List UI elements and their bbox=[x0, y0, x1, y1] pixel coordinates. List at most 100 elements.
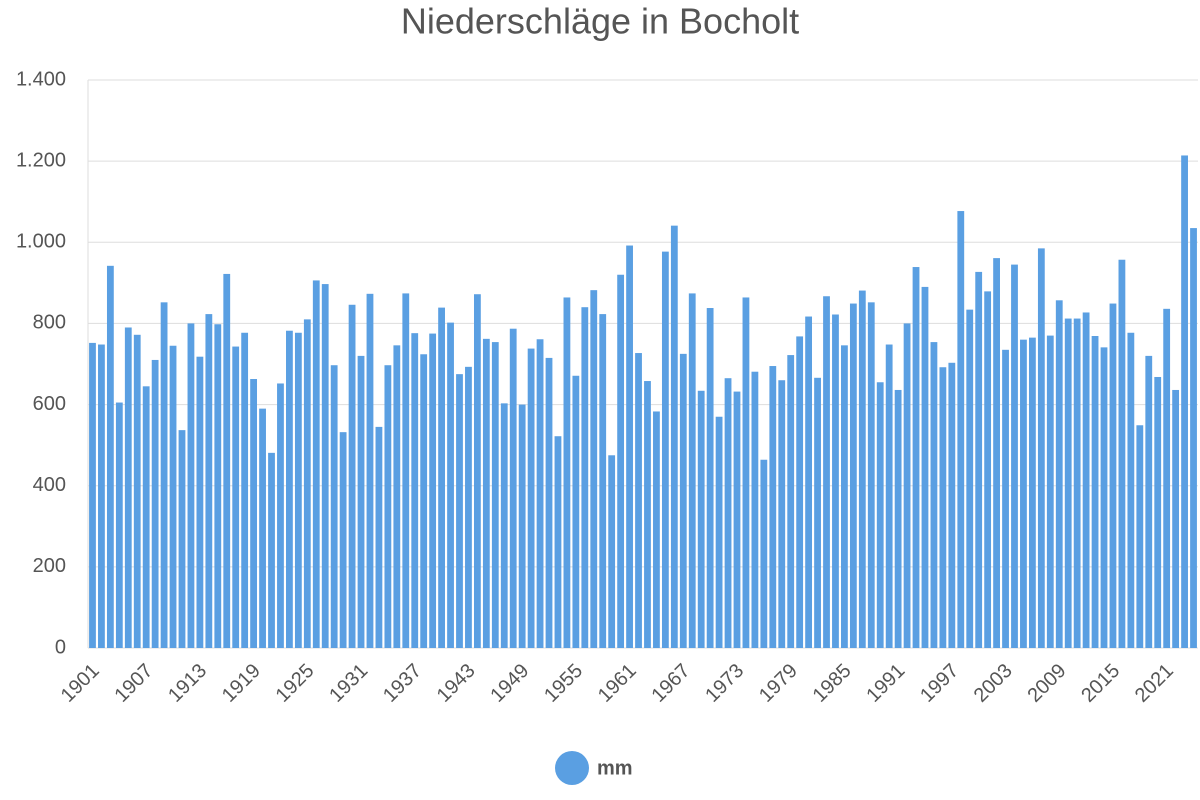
bar bbox=[697, 390, 705, 648]
bar bbox=[1100, 347, 1108, 648]
bar bbox=[169, 345, 177, 648]
bar bbox=[178, 430, 186, 648]
bar bbox=[124, 327, 132, 648]
bar bbox=[679, 353, 687, 648]
bar bbox=[196, 356, 204, 648]
bar bbox=[420, 354, 428, 648]
bar bbox=[241, 332, 249, 648]
bar bbox=[653, 411, 660, 648]
bar bbox=[500, 403, 508, 648]
bar bbox=[1002, 349, 1009, 648]
bar bbox=[841, 345, 848, 648]
bar bbox=[1020, 339, 1027, 648]
bar bbox=[384, 365, 392, 648]
bar bbox=[187, 323, 195, 648]
bar bbox=[465, 366, 472, 648]
legend-label: mm bbox=[597, 757, 633, 779]
bar bbox=[563, 297, 571, 648]
bar bbox=[286, 330, 293, 648]
bar bbox=[527, 348, 535, 648]
x-tick-label: 1973 bbox=[701, 660, 748, 707]
bar bbox=[473, 294, 481, 648]
bar bbox=[339, 432, 347, 648]
bar bbox=[232, 346, 240, 648]
bar bbox=[635, 353, 642, 648]
bar bbox=[670, 225, 678, 648]
bar bbox=[321, 284, 329, 648]
bar bbox=[133, 334, 141, 648]
bar bbox=[626, 245, 633, 648]
bar bbox=[1181, 155, 1188, 648]
bar bbox=[294, 332, 302, 648]
bar bbox=[1163, 308, 1171, 648]
bar bbox=[375, 426, 383, 648]
bar bbox=[330, 365, 338, 648]
bar bbox=[1028, 337, 1036, 648]
bar bbox=[1190, 228, 1197, 649]
bar bbox=[115, 402, 123, 648]
bar bbox=[277, 383, 284, 648]
bar bbox=[106, 265, 114, 648]
bar bbox=[769, 366, 777, 648]
bar bbox=[751, 371, 759, 648]
bar bbox=[151, 359, 159, 648]
bar bbox=[823, 296, 830, 648]
bar bbox=[975, 271, 983, 648]
y-tick-label: 200 bbox=[33, 555, 66, 577]
bar bbox=[429, 333, 437, 648]
bar bbox=[411, 333, 419, 648]
x-tick-label: 2009 bbox=[1023, 660, 1070, 707]
bar bbox=[894, 389, 902, 648]
bar bbox=[1055, 300, 1063, 648]
x-tick-label: 1931 bbox=[325, 660, 372, 707]
x-tick-label: 1955 bbox=[540, 660, 587, 707]
chart-title: Niederschläge in Bocholt bbox=[401, 1, 799, 42]
y-tick-label: 800 bbox=[33, 312, 66, 334]
bar bbox=[724, 378, 732, 648]
bar bbox=[456, 374, 463, 648]
bar bbox=[366, 293, 374, 648]
bar bbox=[1082, 312, 1090, 648]
bar bbox=[644, 381, 651, 648]
x-tick-label: 1913 bbox=[164, 660, 211, 707]
bar bbox=[357, 355, 365, 648]
bar bbox=[599, 314, 607, 648]
bar bbox=[912, 267, 920, 648]
x-tick-label: 2021 bbox=[1131, 660, 1178, 707]
x-tick-label: 2015 bbox=[1077, 660, 1124, 707]
x-tick-label: 1937 bbox=[379, 660, 426, 707]
y-tick-label: 0 bbox=[55, 636, 66, 658]
y-tick-label: 1.200 bbox=[16, 149, 66, 171]
bar bbox=[259, 408, 266, 648]
x-tick-label: 1901 bbox=[57, 660, 104, 707]
bar bbox=[957, 211, 965, 648]
x-tick-label: 1979 bbox=[755, 660, 802, 707]
bar bbox=[438, 307, 445, 648]
bar bbox=[939, 367, 947, 648]
bar bbox=[617, 274, 625, 648]
bar bbox=[447, 322, 454, 648]
bar bbox=[142, 386, 150, 648]
bar bbox=[348, 304, 356, 648]
bar bbox=[1091, 336, 1099, 648]
x-tick-label: 2003 bbox=[970, 660, 1017, 707]
bar bbox=[223, 273, 231, 648]
bar bbox=[1011, 264, 1018, 648]
bar bbox=[921, 286, 929, 648]
bar bbox=[1118, 259, 1126, 648]
bar bbox=[993, 258, 1000, 648]
bar bbox=[205, 314, 213, 648]
bar bbox=[760, 459, 768, 648]
bar bbox=[518, 404, 526, 648]
bar bbox=[581, 307, 589, 648]
bar bbox=[948, 362, 956, 648]
bar bbox=[742, 297, 750, 648]
bar bbox=[796, 336, 804, 648]
y-tick-label: 1.400 bbox=[16, 68, 66, 90]
x-tick-label: 1919 bbox=[218, 660, 265, 707]
bar bbox=[268, 452, 275, 648]
bar bbox=[966, 309, 974, 648]
bar bbox=[98, 344, 105, 648]
bar bbox=[1172, 389, 1180, 648]
